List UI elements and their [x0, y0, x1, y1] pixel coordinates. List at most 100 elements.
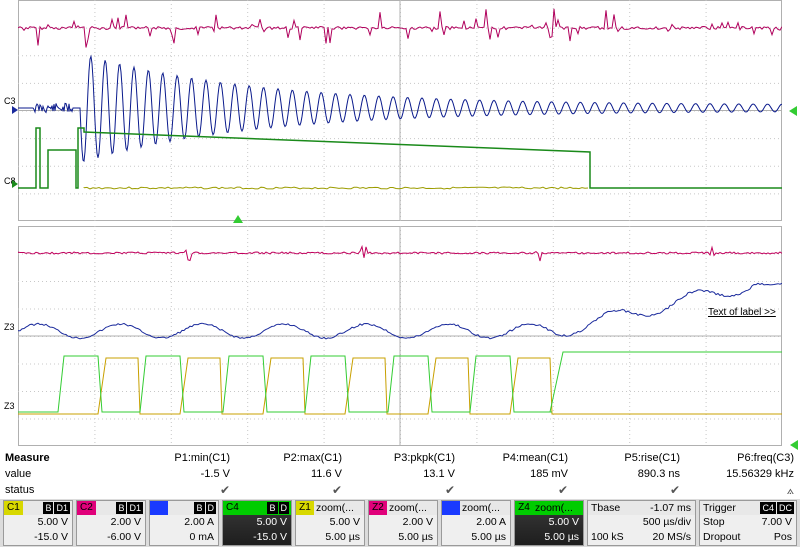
z3-trace [18, 282, 782, 340]
z4-trace [18, 351, 782, 413]
c3-trace [18, 54, 782, 162]
timebase-div: 500 µs/div [642, 516, 691, 528]
measure-value-p3: 13.1 V [423, 468, 455, 480]
z2-trace [18, 244, 782, 262]
z3-offset-label[interactable]: Z3 [4, 322, 15, 332]
descriptor-z1-scale: 5.00 V [329, 516, 360, 528]
descriptor-z4-tag: Z4 [518, 502, 530, 513]
descriptor-c4-scale: 5.00 V [256, 516, 287, 528]
flag-b: B [43, 502, 54, 514]
descriptor-c3-tag [150, 501, 168, 515]
c2-trace [18, 8, 782, 48]
measure-value-p4: 185 mV [530, 468, 568, 480]
descriptor-z2-scale: 2.00 V [402, 516, 433, 528]
descriptor-trigger[interactable]: Trigger C4 DC Stop 7.00 V Dropout Pos [699, 500, 797, 546]
status-pulse-icon-p6: ⟑ [786, 483, 794, 497]
measure-param-p6[interactable]: P6:freq(C3) [737, 452, 794, 464]
measure-scroll-marker-icon[interactable] [790, 440, 798, 450]
c1-trace [83, 186, 589, 190]
descriptor-z3-tag [442, 501, 460, 515]
measure-status-row: status ✔ ✔ ✔ ✔ ✔ ⟑ [0, 482, 800, 498]
status-check-icon-p1: ✔ [219, 483, 230, 497]
descriptor-z3-title: zoom(... [462, 502, 500, 514]
trigger-mode: Stop [703, 516, 725, 528]
descriptor-z2[interactable]: Z2 zoom(... 2.00 V 5.00 µs [368, 500, 438, 546]
trigger-type: Dropout [703, 531, 741, 543]
upper-waveform-grid[interactable] [18, 0, 782, 221]
timebase-samples: 100 kS [591, 531, 624, 543]
c4-trace [18, 127, 782, 189]
descriptor-c1-tag: C1 [4, 501, 23, 515]
status-check-icon-p4: ✔ [557, 483, 568, 497]
c3-offset-label[interactable]: C3 [4, 96, 16, 106]
z-lower-offset-label[interactable]: Z3 [4, 401, 15, 411]
trigger-level-marker-icon[interactable] [789, 106, 797, 116]
descriptor-z4-title: zoom(... [535, 502, 573, 514]
descriptor-c1[interactable]: C1 B D1 5.00 V -15.0 V [3, 500, 73, 546]
descriptor-z2-title: zoom(... [389, 502, 427, 514]
descriptor-z1[interactable]: Z1 zoom(... 5.00 V 5.00 µs [295, 500, 365, 546]
flag-b: B [116, 502, 127, 514]
c3-marker-icon [12, 106, 18, 114]
flag-b: B [194, 502, 205, 514]
descriptor-z3-scale: 2.00 A [476, 516, 506, 528]
flag-d1: D1 [127, 502, 143, 514]
descriptor-c1-scale: 5.00 V [37, 516, 68, 528]
descriptor-c2-scale: 2.00 V [110, 516, 141, 528]
measure-param-p5[interactable]: P5:rise(C1) [624, 452, 680, 464]
descriptor-z4[interactable]: Z4 zoom(... 5.00 V 5.00 µs [514, 500, 584, 546]
trigger-coupling-flag: DC [777, 502, 794, 514]
descriptor-z3[interactable]: zoom(... 2.00 A 5.00 µs [441, 500, 511, 546]
status-check-icon-p5: ✔ [669, 483, 680, 497]
descriptor-z1-time: 5.00 µs [325, 531, 360, 543]
flag-d: D [205, 502, 216, 514]
descriptor-c2[interactable]: C2 B D1 2.00 V -6.00 V [76, 500, 146, 546]
descriptor-timebase[interactable]: Tbase -1.07 ms 500 µs/div 100 kS 20 MS/s [587, 500, 696, 546]
trigger-title: Trigger [703, 502, 736, 514]
descriptor-z1-title: zoom(... [316, 502, 354, 514]
descriptor-c1-offset: -15.0 V [34, 531, 68, 543]
grid-dots [18, 0, 782, 221]
measure-param-p2[interactable]: P2:max(C1) [283, 452, 342, 464]
z1-trace [18, 357, 782, 415]
descriptor-z2-time: 5.00 µs [398, 531, 433, 543]
timebase-rate: 20 MS/s [652, 531, 691, 543]
descriptor-z2-tag: Z2 [369, 501, 387, 515]
timebase-offset: -1.07 ms [650, 502, 691, 514]
trigger-slope: Pos [773, 531, 792, 543]
descriptor-bar: C1 B D1 5.00 V -15.0 V C2 B D1 2.00 V -6.0… [0, 499, 800, 547]
status-check-icon-p2: ✔ [331, 483, 342, 497]
timebase-title: Tbase [591, 502, 621, 514]
grid-dots [18, 226, 782, 446]
measure-param-p1[interactable]: P1:min(C1) [174, 452, 230, 464]
trigger-time-marker-icon[interactable] [233, 215, 243, 223]
descriptor-z4-time: 5.00 µs [544, 531, 579, 543]
zoom-waveform-grid[interactable] [18, 226, 782, 446]
measure-param-p4[interactable]: P4:mean(C1) [502, 452, 568, 464]
flag-d1: D1 [54, 502, 70, 514]
measure-status-label: status [5, 484, 35, 496]
descriptor-c4-tag: C4 [226, 502, 239, 513]
descriptor-z3-time: 5.00 µs [471, 531, 506, 543]
descriptor-c2-offset: -6.00 V [107, 531, 141, 543]
descriptor-z1-tag: Z1 [296, 501, 314, 515]
text-of-label-link[interactable]: Text of label >> [708, 307, 776, 318]
descriptor-z4-scale: 5.00 V [548, 516, 579, 528]
descriptor-c2-tag: C2 [77, 501, 96, 515]
flag-d: D [278, 502, 289, 514]
c4-offset-label[interactable]: C8 [4, 176, 16, 186]
trigger-source-flag: C4 [760, 502, 776, 514]
descriptor-c4-offset: -15.0 V [253, 531, 287, 543]
measure-title: Measure [5, 452, 50, 464]
descriptor-c3-scale: 2.00 A [184, 516, 214, 528]
flag-b: B [267, 502, 278, 514]
measure-param-p3[interactable]: P3:pkpk(C1) [393, 452, 455, 464]
measure-value-row: value -1.5 V 11.6 V 13.1 V 185 mV 890.3 … [0, 466, 800, 482]
c4-marker-icon [12, 180, 18, 188]
measure-value-p2: 11.6 V [311, 468, 342, 480]
measure-value-p6: 15.56329 kHz [726, 468, 794, 480]
measure-value-p5: 890.3 ns [637, 468, 680, 480]
measure-table[interactable]: Measure P1:min(C1) P2:max(C1) P3:pkpk(C1… [0, 450, 800, 498]
